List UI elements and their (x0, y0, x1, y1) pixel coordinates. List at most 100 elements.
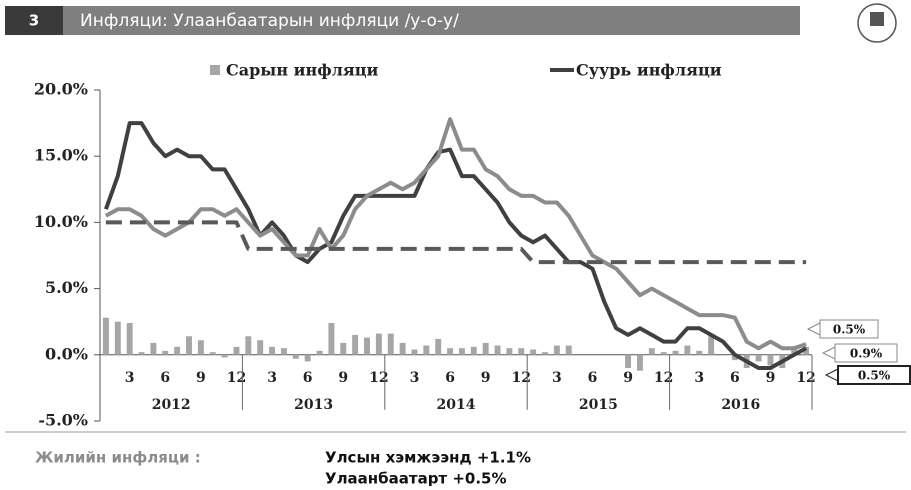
bar (435, 338, 442, 355)
bar (494, 345, 501, 355)
header-number-box (5, 6, 63, 35)
bar (316, 350, 323, 355)
callout-arrow (821, 346, 836, 360)
bar (803, 346, 810, 355)
bar (364, 337, 370, 355)
y-tick-label: -5.0% (38, 411, 88, 430)
year-label: 2015 (579, 397, 618, 413)
footer-label: Жилийн инфляци : (35, 449, 201, 467)
x-tick-label: 9 (481, 370, 491, 386)
bar (660, 352, 667, 355)
callout-label: 0.5% (858, 369, 891, 383)
callout-box (834, 343, 898, 363)
legend-label: Суурь инфляци (576, 61, 722, 80)
x-tick-label: 6 (730, 370, 740, 386)
x-tick-label: 3 (552, 370, 562, 386)
x-tick-label: 9 (196, 370, 206, 386)
x-tick-label: 12 (512, 370, 531, 386)
x-tick-label: 12 (796, 370, 815, 386)
bar (684, 345, 691, 355)
bar (162, 350, 169, 355)
year-label: 2014 (437, 397, 476, 413)
bar (138, 352, 145, 355)
bar (102, 317, 109, 355)
bar (174, 346, 181, 355)
x-tick-label: 6 (303, 370, 313, 386)
callout-box (819, 319, 879, 339)
bar (482, 342, 489, 355)
bar (245, 336, 252, 355)
x-tick-label: 6 (588, 370, 598, 386)
line (104, 121, 808, 370)
bar (423, 345, 430, 355)
bar (530, 349, 537, 355)
x-tick-label: 6 (445, 370, 455, 386)
bar (221, 354, 228, 358)
bar (565, 345, 572, 355)
bar (233, 346, 240, 355)
bar (280, 348, 287, 355)
x-tick-label: 9 (766, 370, 776, 386)
bar (197, 340, 204, 355)
bar (304, 354, 311, 362)
bar (411, 349, 418, 355)
bar (731, 354, 738, 361)
bar (708, 336, 715, 355)
footer-line: Улсын хэмжээнд +1.1% (325, 449, 531, 467)
x-tick-label: 3 (125, 370, 135, 386)
x-tick-label: 3 (694, 370, 704, 386)
x-tick-label: 3 (410, 370, 420, 386)
bar (447, 348, 454, 355)
header-title: Инфляци: Улаанбаатарын инфляци /у-о-у/ (80, 11, 459, 31)
bar (126, 323, 133, 355)
bar (542, 352, 548, 355)
y-tick-label: 5.0% (45, 278, 88, 297)
bar (553, 345, 560, 355)
bar (696, 350, 703, 355)
logo (857, 3, 897, 43)
bar (648, 348, 655, 355)
x-tick-label: 9 (338, 370, 348, 386)
bar (114, 321, 121, 355)
year-label: 2013 (294, 397, 333, 413)
callout-label: 0.5% (833, 323, 866, 337)
bar (767, 354, 774, 366)
bar (257, 340, 264, 355)
bar (150, 342, 157, 355)
bar (352, 334, 359, 355)
header-number: 3 (29, 12, 39, 30)
legend-label: Сарын инфляци (226, 61, 379, 80)
bar (387, 333, 394, 355)
bar (470, 346, 477, 355)
logo-icon (870, 12, 884, 26)
callout-label: 0.9% (850, 347, 883, 361)
footer-line: Улаанбаатарт +0.5% (325, 470, 507, 487)
x-tick-label: 12 (369, 370, 388, 386)
bar (672, 350, 679, 355)
bar (340, 342, 347, 355)
bar (328, 323, 335, 355)
bar (791, 346, 798, 355)
y-tick-label: 15.0% (34, 146, 88, 165)
bar (458, 348, 465, 355)
y-tick-label: 0.0% (45, 344, 88, 363)
line (104, 117, 807, 351)
year-label: 2016 (721, 397, 760, 413)
bar (518, 348, 525, 355)
bar (755, 354, 762, 362)
bar (399, 342, 406, 355)
callout-arrow (806, 322, 821, 336)
y-tick-label: 10.0% (34, 212, 88, 231)
x-tick-label: 6 (160, 370, 170, 386)
y-tick-label: 20.0% (34, 80, 88, 99)
header-bar (5, 6, 800, 35)
bar (186, 336, 192, 355)
x-tick-label: 12 (654, 370, 673, 386)
bar (636, 354, 643, 371)
legend-swatch (210, 65, 220, 75)
x-tick-label: 3 (267, 370, 277, 386)
callout-box (837, 365, 911, 385)
year-label: 2012 (152, 397, 191, 413)
bar (292, 354, 299, 359)
